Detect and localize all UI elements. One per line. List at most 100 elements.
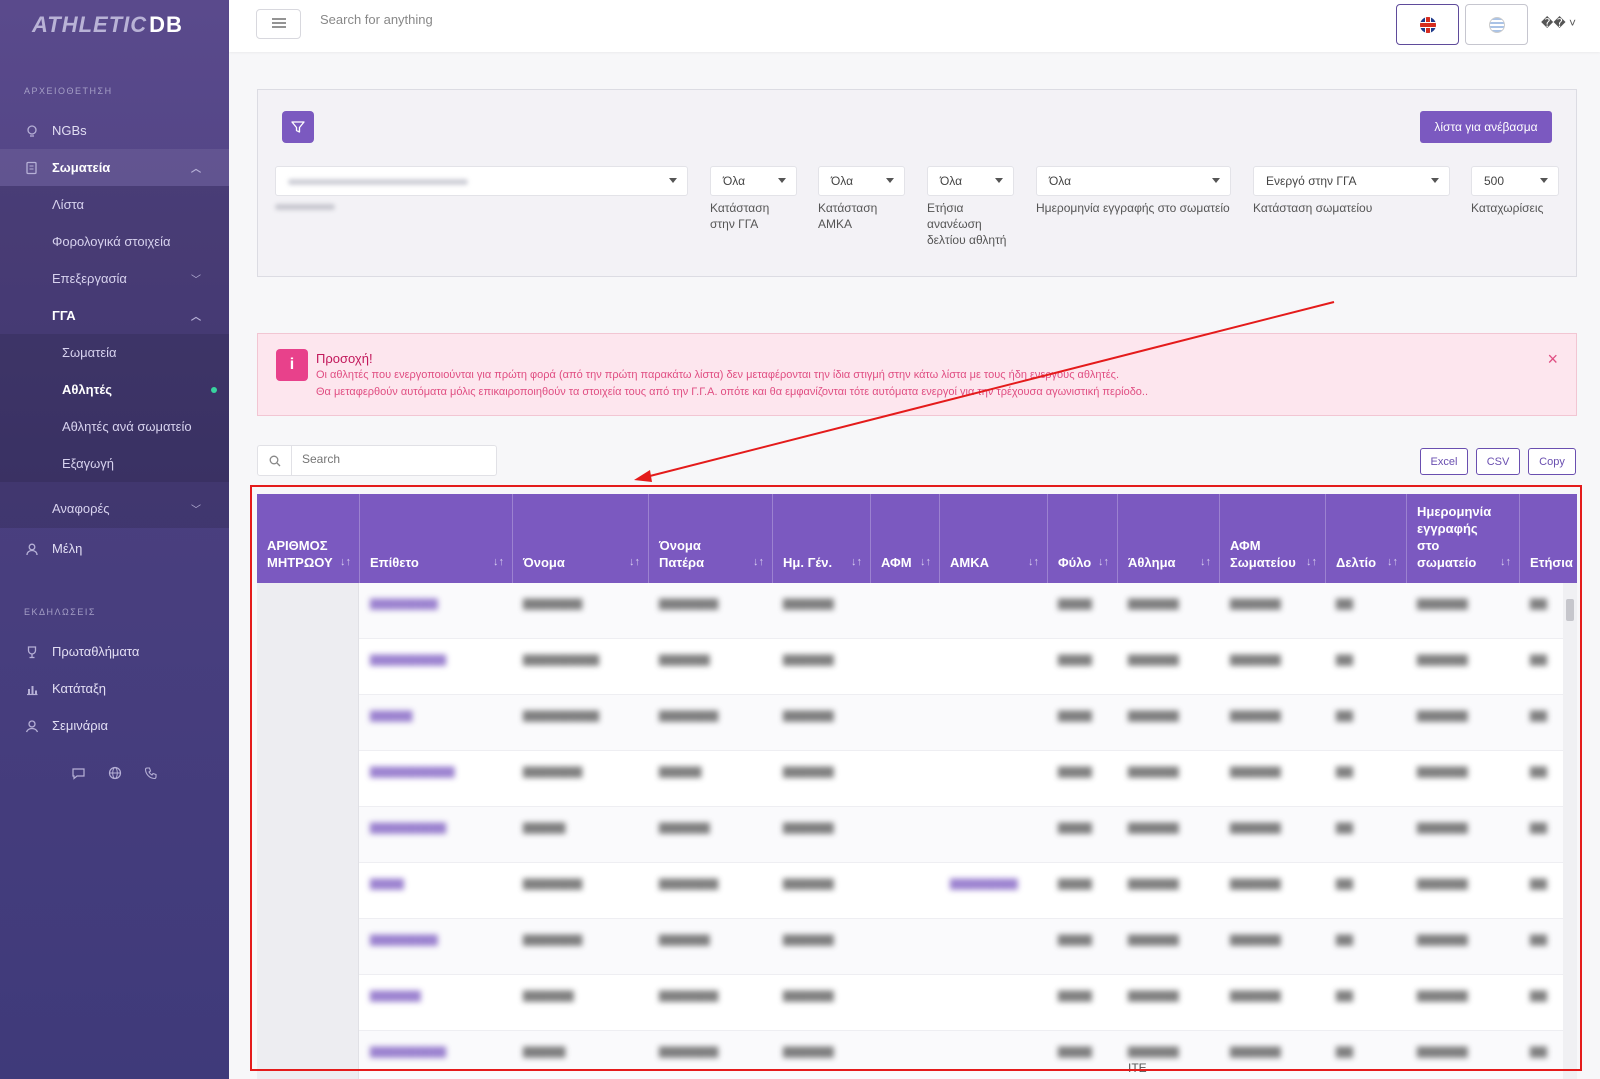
entries-select[interactable]: 500 — [1471, 166, 1559, 196]
redacted-cell: ▇▇▇▇▇▇▇▇▇ — [523, 710, 600, 722]
select-value: 500 — [1484, 174, 1505, 188]
user-menu[interactable]: �� ˅ — [1541, 16, 1576, 30]
column-header-gender[interactable]: Φύλο ↓↑ — [1048, 494, 1118, 583]
close-icon[interactable]: × — [1547, 349, 1558, 369]
redacted-cell: ▇▇▇▇▇▇▇▇▇ — [370, 654, 447, 666]
sidebar-item-ranking[interactable]: Κατάταξη — [0, 670, 229, 707]
sidebar-item-gga-athletes-per-club[interactable]: Αθλητές ανά σωματείο — [0, 408, 229, 445]
amka-status-label: Κατάσταση ΑΜΚΑ — [818, 201, 878, 231]
redacted-cell: ▇▇▇▇▇▇ — [783, 598, 834, 610]
column-header-afm[interactable]: ΑΦΜ ↓↑ — [871, 494, 940, 583]
filter-funnel-icon — [282, 111, 314, 143]
table-row[interactable]: ▇▇▇▇▇▇▇▇▇▇▇▇▇▇▇▇▇▇▇▇▇▇▇▇▇▇▇▇▇▇▇▇▇▇▇▇▇▇▇▇… — [257, 919, 1577, 975]
redacted-cell: ▇▇▇▇ — [1058, 766, 1092, 778]
global-search-input[interactable]: Search for anything — [320, 12, 433, 27]
sidebar-item-clubs[interactable]: Σωματεία ︿ — [0, 149, 229, 186]
column-header-surname[interactable]: Επίθετο ↓↑ — [360, 494, 513, 583]
sidebar-item-tax-details[interactable]: Φορολογικά στοιχεία — [0, 223, 229, 260]
column-header-annual-renewal[interactable]: Ετήσια ανανέωση δελτίου αθλητή — [1520, 494, 1577, 583]
redacted-cell: ▇▇▇▇▇▇ — [659, 822, 710, 834]
registry-cell — [257, 975, 359, 1031]
table-row[interactable]: ▇▇▇▇▇▇▇▇▇▇▇▇▇▇▇▇▇▇▇▇▇▇▇▇▇▇▇▇▇▇▇▇▇▇▇▇▇▇▇▇… — [257, 639, 1577, 695]
redacted-cell: ▇▇▇▇ — [1058, 822, 1092, 834]
club-select[interactable] — [275, 166, 688, 196]
table-row[interactable]: ▇▇▇▇▇▇▇▇▇▇▇▇▇▇▇▇▇▇▇▇▇▇▇▇▇▇▇▇▇▇▇▇▇▇▇▇▇▇▇▇… — [257, 751, 1577, 807]
column-header-label: Ημ. Γέν. — [783, 555, 833, 570]
table-row[interactable]: ▇▇▇▇▇▇▇▇▇▇▇▇▇▇▇▇▇▇▇▇▇▇▇▇▇▇▇▇▇▇▇▇▇▇▇▇▇▇▇▇… — [257, 863, 1577, 919]
export-csv-button[interactable]: CSV — [1476, 448, 1520, 475]
redacted-cell: ▇▇▇▇▇▇ — [783, 878, 834, 890]
table-scrollbar[interactable] — [1563, 583, 1577, 1079]
sidebar-item-processing[interactable]: Επεξεργασία ﹀ — [0, 260, 229, 297]
globe-icon[interactable] — [108, 766, 122, 783]
sidebar-item-championships[interactable]: Πρωταθλήματα — [0, 633, 229, 670]
sort-icon: ↓↑ — [340, 556, 351, 568]
table-row[interactable]: ▇▇▇▇▇▇▇▇▇▇▇▇▇▇▇▇▇▇▇▇▇▇▇▇▇▇▇▇▇▇▇▇▇▇▇▇▇▇▇▇… — [257, 975, 1577, 1031]
column-header-label: ΑΡΙΘΜΟΣ ΜΗΤΡΩΟΥ — [267, 538, 333, 570]
uk-flag-icon — [1419, 16, 1436, 33]
table-row[interactable]: ▇▇▇▇▇▇▇▇▇▇▇▇▇▇▇▇▇▇▇▇▇▇▇▇▇▇▇▇▇▇▇▇▇▇▇▇▇▇▇▇… — [257, 1031, 1577, 1079]
redacted-cell: ▇▇▇▇▇▇▇▇ — [950, 878, 1018, 890]
menu-toggle-button[interactable] — [256, 9, 301, 39]
column-header-amka[interactable]: ΑΜΚΑ ↓↑ — [940, 494, 1048, 583]
redacted-cell: ▇▇▇▇▇▇ — [1417, 654, 1468, 666]
redacted-cell: ▇▇ — [1336, 878, 1353, 890]
annual-renewal-select[interactable]: Όλα — [927, 166, 1014, 196]
sidebar-item-label: Σωματεία — [52, 160, 111, 175]
redacted-cell: ▇▇▇▇▇▇ — [783, 654, 834, 666]
table-row[interactable]: ▇▇▇▇▇▇▇▇▇▇▇▇▇▇▇▇▇▇▇▇▇▇▇▇▇▇▇▇▇▇▇▇▇▇▇▇▇▇▇▇… — [257, 807, 1577, 863]
sort-icon: ↓↑ — [1028, 556, 1039, 568]
upload-list-button[interactable]: λίστα για ανέβασμα — [1420, 111, 1552, 143]
sidebar-item-gga-export[interactable]: Εξαγωγή — [0, 445, 229, 482]
column-header-birth-date[interactable]: Ημ. Γέν. ↓↑ — [773, 494, 871, 583]
column-header-card[interactable]: Δελτίο ↓↑ — [1326, 494, 1407, 583]
document-icon — [24, 160, 40, 176]
app-logo[interactable]: ATHLETIC DB — [0, 0, 229, 50]
registry-cell — [257, 695, 359, 751]
redacted-cell: ▇▇▇▇▇▇▇▇▇ — [370, 1046, 447, 1058]
chevron-down-icon: ﹀ — [191, 275, 201, 286]
export-copy-button[interactable]: Copy — [1528, 448, 1576, 475]
registration-date-select[interactable]: Όλα — [1036, 166, 1231, 196]
gga-status-select[interactable]: Όλα — [710, 166, 797, 196]
sidebar-item-reports[interactable]: Αναφορές ﹀ — [0, 488, 229, 528]
column-header-registry-number[interactable]: ΑΡΙΘΜΟΣ ΜΗΤΡΩΟΥ ↓↑ — [257, 494, 360, 583]
column-header-label: Όνομα — [523, 555, 565, 570]
club-status-select[interactable]: Ενεργό στην ΓΓΑ — [1253, 166, 1450, 196]
column-header-label: Δελτίο — [1336, 555, 1377, 570]
table-search-input[interactable] — [302, 452, 482, 466]
table-row[interactable]: ▇▇▇▇▇▇▇▇▇▇▇▇▇▇▇▇▇▇▇▇▇▇▇▇▇▇▇▇▇▇▇▇▇▇▇▇▇▇▇▇… — [257, 695, 1577, 751]
sort-icon: ↓↑ — [1200, 556, 1211, 568]
language-english-button[interactable] — [1396, 4, 1459, 45]
column-header-sport[interactable]: Άθλημα ↓↑ — [1118, 494, 1220, 583]
greek-flag-icon — [1488, 16, 1505, 33]
redacted-cell: ▇▇▇▇▇▇▇▇ — [370, 934, 438, 946]
sidebar-item-gga[interactable]: ΓΓΑ ︿ — [0, 297, 229, 334]
column-header-registration-date[interactable]: Ημερομηνία εγγραφής στο σωματείο ↓↑ — [1407, 494, 1520, 583]
chat-icon[interactable] — [71, 766, 86, 783]
redacted-cell: ▇▇ — [1530, 766, 1547, 778]
sidebar-item-label: ΓΓΑ — [52, 308, 76, 323]
amka-status-select[interactable]: Όλα — [818, 166, 905, 196]
redacted-cell: ▇▇▇▇▇▇▇ — [659, 990, 719, 1002]
redacted-cell: ▇▇▇▇▇ — [370, 710, 413, 722]
scrollbar-thumb[interactable] — [1566, 599, 1574, 621]
caret-down-icon — [1540, 178, 1548, 183]
column-header-father-name[interactable]: Όνομα Πατέρα ↓↑ — [649, 494, 773, 583]
sidebar-item-ngbs[interactable]: NGBs — [0, 112, 229, 149]
export-excel-button[interactable]: Excel — [1420, 448, 1468, 475]
sidebar-item-members[interactable]: Μέλη — [0, 530, 229, 567]
column-header-name[interactable]: Όνομα ↓↑ — [513, 494, 649, 583]
sidebar-item-seminars[interactable]: Σεμινάρια — [0, 707, 229, 744]
phone-icon[interactable] — [144, 766, 158, 783]
sidebar-item-list[interactable]: Λίστα — [0, 186, 229, 223]
redacted-cell: ▇▇▇▇▇▇ — [659, 654, 710, 666]
table-header: ΑΡΙΘΜΟΣ ΜΗΤΡΩΟΥ ↓↑ Επίθετο ↓↑ Όνομα ↓↑ Όνομ… — [257, 494, 1577, 583]
redacted-cell: ▇▇▇▇▇▇ — [1230, 934, 1281, 946]
language-greek-button[interactable] — [1465, 4, 1528, 45]
column-header-club-afm[interactable]: ΑΦΜ Σωματείου ↓↑ — [1220, 494, 1326, 583]
sidebar-item-gga-athletes[interactable]: Αθλητές — [0, 371, 229, 408]
sidebar-item-gga-clubs[interactable]: Σωματεία — [0, 334, 229, 371]
table-row[interactable]: ▇▇▇▇▇▇▇▇▇▇▇▇▇▇▇▇▇▇▇▇▇▇▇▇▇▇▇▇▇▇▇▇▇▇▇▇▇▇▇▇… — [257, 583, 1577, 639]
redacted-cell: ▇▇▇▇▇▇▇ — [523, 934, 583, 946]
